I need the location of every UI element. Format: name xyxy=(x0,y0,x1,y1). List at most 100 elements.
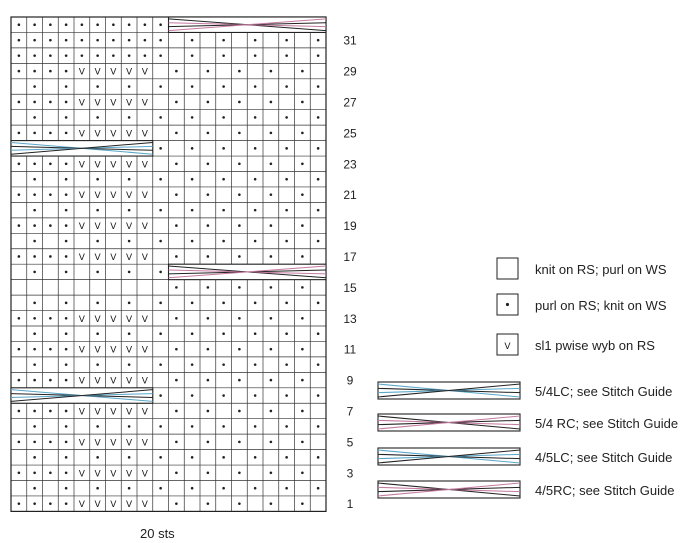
purl-stitch xyxy=(316,363,320,366)
legend-cable-5-4-lc-symbol xyxy=(377,381,521,400)
purl-stitch xyxy=(33,177,36,181)
purl-stitch xyxy=(159,147,162,150)
purl-stitch xyxy=(49,193,52,196)
slip-stitch: V xyxy=(142,500,149,510)
purl-stitch xyxy=(238,471,241,475)
purl-stitch xyxy=(33,456,36,459)
purl-stitch xyxy=(17,378,21,382)
slip-stitch: V xyxy=(79,315,86,325)
purl-stitch xyxy=(316,332,320,336)
purl-stitch xyxy=(253,177,257,181)
legend-knit-label: knit on RS; purl on WS xyxy=(535,262,667,277)
purl-stitch xyxy=(33,301,36,305)
purl-stitch xyxy=(17,54,21,57)
purl-stitch xyxy=(49,131,52,135)
purl-stitch xyxy=(175,471,178,475)
purl-stitch xyxy=(33,162,36,166)
purl-stitch xyxy=(127,425,131,428)
purl-stitch xyxy=(253,54,257,57)
purl-stitch xyxy=(49,255,52,258)
purl-stitch xyxy=(222,116,225,119)
purl-stitch xyxy=(159,301,162,305)
slip-stitch: V xyxy=(95,160,102,170)
purl-stitch xyxy=(159,116,162,119)
purl-stitch xyxy=(206,316,210,320)
purl-stitch xyxy=(17,471,21,475)
slip-stitch: V xyxy=(142,160,149,170)
slip-stitch: V xyxy=(110,253,117,263)
purl-stitch xyxy=(253,394,257,397)
slip-stitch: V xyxy=(126,222,133,232)
purl-stitch xyxy=(285,116,288,119)
purl-stitch xyxy=(190,177,194,181)
slip-stitch: V xyxy=(110,346,117,356)
purl-stitch xyxy=(64,239,68,243)
purl-stitch xyxy=(49,316,52,320)
purl-stitch xyxy=(206,502,210,505)
purl-stitch xyxy=(206,286,210,289)
slip-stitch: V xyxy=(142,377,149,387)
purl-stitch xyxy=(33,332,36,336)
purl-stitch xyxy=(96,456,99,459)
purl-stitch xyxy=(49,502,52,505)
purl-stitch xyxy=(127,270,131,274)
slip-stitch: V xyxy=(79,68,86,78)
purl-stitch xyxy=(301,471,304,475)
purl-stitch xyxy=(64,425,68,428)
purl-stitch xyxy=(238,409,241,413)
purl-stitch xyxy=(285,456,288,459)
purl-stitch xyxy=(316,456,320,459)
purl-stitch xyxy=(269,131,273,135)
slip-stitch: V xyxy=(95,129,102,139)
purl-stitch xyxy=(285,425,288,428)
purl-stitch xyxy=(301,224,304,227)
purl-stitch xyxy=(17,316,21,320)
purl-stitch xyxy=(301,131,304,135)
purl-stitch xyxy=(190,85,194,88)
purl-stitch xyxy=(159,208,162,212)
slip-stitch: V xyxy=(95,315,102,325)
purl-stitch xyxy=(190,301,194,305)
purl-stitch xyxy=(269,162,273,166)
purl-stitch xyxy=(64,471,68,475)
purl-stitch xyxy=(159,425,162,428)
legend-cable-4-5-lc-label: 4/5LC; see Stitch Guide xyxy=(535,450,673,465)
purl-stitch xyxy=(96,177,99,181)
purl-stitch xyxy=(238,131,241,135)
purl-stitch xyxy=(190,332,194,336)
slip-stitch: V xyxy=(110,500,117,510)
purl-stitch xyxy=(64,378,68,382)
legend-cable-5-4-rc-label: 5/4 RC; see Stitch Guide xyxy=(535,416,679,431)
slip-stitch: V xyxy=(142,253,149,263)
purl-stitch xyxy=(127,332,131,336)
purl-stitch xyxy=(49,409,52,413)
purl-stitch xyxy=(301,162,304,166)
purl-stitch xyxy=(285,394,288,397)
purl-stitch xyxy=(269,100,273,104)
purl-stitch xyxy=(33,378,36,382)
purl-stitch xyxy=(143,23,147,27)
purl-stitch xyxy=(206,69,210,73)
purl-stitch xyxy=(33,471,36,475)
purl-stitch xyxy=(253,38,257,42)
slip-stitch: V xyxy=(126,68,133,78)
chart-cables xyxy=(10,16,327,404)
purl-stitch xyxy=(301,193,304,196)
purl-stitch xyxy=(33,193,36,196)
purl-stitch xyxy=(159,177,162,181)
purl-stitch xyxy=(190,38,194,42)
purl-stitch xyxy=(253,301,257,305)
purl-stitch xyxy=(238,224,241,227)
purl-stitch xyxy=(17,100,21,104)
purl-stitch xyxy=(253,486,257,490)
purl-stitch xyxy=(269,255,273,258)
slip-stitch: V xyxy=(142,438,149,448)
purl-stitch xyxy=(222,456,225,459)
legend-slip-v: V xyxy=(504,342,511,352)
purl-stitch xyxy=(159,486,162,490)
purl-stitch xyxy=(206,131,210,135)
purl-stitch xyxy=(222,147,225,150)
purl-stitch xyxy=(127,54,131,57)
purl-stitch xyxy=(253,208,257,212)
slip-stitch: V xyxy=(95,500,102,510)
